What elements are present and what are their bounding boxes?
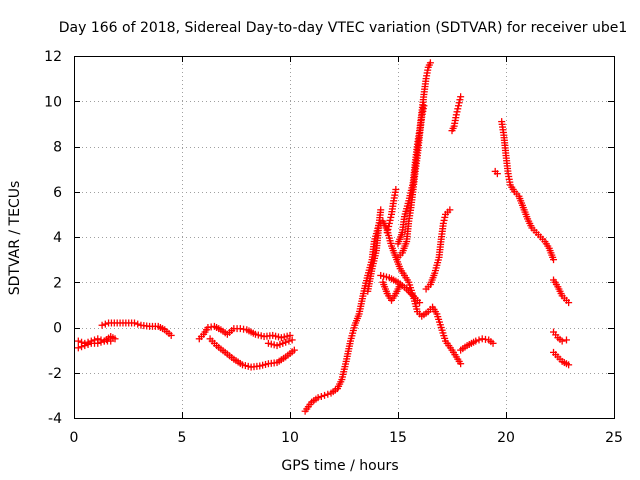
data-point: [562, 336, 570, 344]
data-point: [74, 337, 82, 345]
data-point: [78, 343, 86, 351]
series-s11: [383, 185, 400, 236]
y-tick-label: 0: [53, 321, 62, 337]
series-s14: [422, 206, 454, 293]
x-axis-label: GPS time / hours: [281, 458, 398, 474]
y-tick-label: 4: [53, 230, 62, 246]
data-point: [81, 342, 89, 350]
y-axis-label: SDTVAR / TECUs: [7, 181, 23, 296]
data-point: [472, 337, 480, 345]
series-s13: [394, 102, 428, 261]
data-point: [457, 93, 465, 101]
series-s16: [457, 335, 497, 354]
data-point: [74, 344, 82, 352]
data-point: [440, 216, 448, 224]
data-point: [282, 338, 290, 346]
series-s20: [550, 328, 570, 345]
series-s4: [195, 322, 294, 343]
x-tick-label: 0: [70, 430, 79, 446]
data-point: [383, 228, 391, 236]
data-point: [324, 390, 332, 398]
data-point: [453, 108, 461, 116]
data-point: [565, 361, 573, 369]
data-point: [97, 338, 105, 346]
series-s15: [448, 93, 465, 135]
series-s5: [206, 335, 298, 371]
x-tick-label: 10: [281, 430, 299, 446]
data-point: [392, 185, 400, 193]
data-point: [377, 206, 385, 214]
y-tick-label: -2: [48, 366, 62, 382]
data-point: [167, 331, 175, 339]
series-s6: [264, 336, 296, 350]
y-tick-label: 10: [44, 94, 62, 110]
y-tick-label: 2: [53, 275, 62, 291]
series-s8: [364, 206, 385, 295]
data-point: [420, 102, 428, 110]
data-point: [385, 222, 393, 230]
data-point: [321, 391, 329, 399]
data-point: [385, 219, 393, 227]
series-s3: [98, 319, 175, 339]
data-point: [286, 331, 294, 339]
data-point: [107, 337, 115, 345]
data-point: [134, 320, 142, 328]
series-s18: [498, 118, 558, 264]
chart-title: Day 166 of 2018, Sidereal Day-to-day VTE…: [59, 20, 628, 36]
y-tick-label: -4: [48, 411, 62, 427]
data-point: [454, 102, 462, 110]
series-s9: [377, 271, 424, 307]
x-tick-label: 20: [497, 430, 515, 446]
data-point: [290, 346, 298, 354]
series-s19: [550, 276, 573, 307]
data-point: [288, 336, 296, 344]
data-point: [416, 299, 424, 307]
data-point: [489, 339, 497, 347]
y-tick-label: 8: [53, 140, 62, 156]
data-point: [386, 216, 394, 224]
data-point: [457, 360, 465, 368]
data-point: [441, 213, 449, 221]
data-point: [317, 393, 325, 401]
data-point: [475, 336, 483, 344]
data-point: [130, 319, 138, 327]
data-point: [550, 256, 558, 264]
axis-ticks: 0 5 10 15 20 25 -4 -2 0 2 4 6 8 10 12: [44, 49, 623, 446]
data-point: [456, 96, 464, 104]
series-s17: [491, 167, 501, 178]
series-s7: [301, 217, 465, 415]
data-markers: [74, 59, 573, 415]
data-point: [84, 340, 92, 348]
data-point: [455, 99, 463, 107]
y-tick-label: 6: [53, 185, 62, 201]
data-point: [439, 219, 447, 227]
data-point: [94, 339, 102, 347]
y-tick-label: 12: [44, 49, 62, 65]
data-point: [285, 337, 293, 345]
series-s2: [74, 337, 115, 352]
series-s21: [550, 348, 573, 369]
data-point: [426, 59, 434, 67]
data-point: [384, 225, 392, 233]
series-s12: [394, 59, 434, 248]
data-point: [565, 299, 573, 307]
data-point: [314, 394, 322, 402]
data-point: [493, 170, 501, 178]
data-point: [452, 111, 460, 119]
data-point: [446, 206, 454, 214]
data-point: [111, 335, 119, 343]
data-point: [101, 320, 109, 328]
series-s10: [379, 278, 404, 304]
data-point: [387, 213, 395, 221]
data-point: [558, 337, 566, 345]
x-tick-label: 15: [389, 430, 407, 446]
data-point: [98, 321, 106, 329]
data-point: [454, 105, 462, 113]
x-tick-label: 25: [605, 430, 623, 446]
data-point: [396, 281, 404, 289]
x-tick-label: 5: [178, 430, 187, 446]
